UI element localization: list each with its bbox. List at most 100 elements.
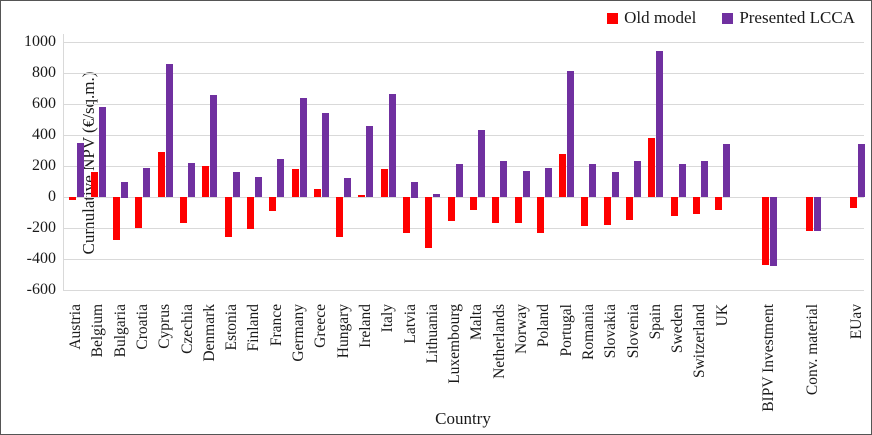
x-tick-label: Switzerland bbox=[691, 304, 708, 379]
x-tick-label: Austria bbox=[67, 304, 84, 350]
legend-label: Old model bbox=[624, 8, 697, 27]
y-tick-label: -400 bbox=[26, 250, 56, 267]
x-tick-label: Poland bbox=[535, 304, 552, 348]
x-tick-label: EUav bbox=[848, 304, 865, 340]
bar-old-model bbox=[380, 169, 388, 197]
plot-area bbox=[63, 34, 865, 291]
bar-old-model bbox=[68, 197, 76, 200]
gridline bbox=[64, 290, 864, 291]
bar-old-model bbox=[581, 197, 589, 226]
bar-presented-lcca bbox=[589, 164, 597, 197]
x-tick-label: UK bbox=[714, 304, 731, 327]
gridline bbox=[64, 197, 864, 198]
bar-old-model bbox=[692, 197, 700, 214]
bar-old-model bbox=[269, 197, 277, 211]
bar-presented-lcca bbox=[76, 143, 84, 197]
legend-item-old-model: Old model bbox=[607, 8, 696, 28]
x-tick-label: Slovenia bbox=[625, 304, 642, 359]
bar-presented-lcca bbox=[277, 159, 285, 197]
y-tick-label: 0 bbox=[48, 188, 56, 205]
y-tick-label: 1000 bbox=[24, 33, 56, 50]
bar-presented-lcca bbox=[121, 182, 129, 198]
bar-old-model bbox=[425, 197, 433, 248]
x-tick-label: Romania bbox=[580, 304, 597, 360]
legend-item-presented-lcca: Presented LCCA bbox=[722, 8, 855, 28]
bar-presented-lcca bbox=[500, 161, 508, 197]
bar-presented-lcca bbox=[165, 64, 173, 197]
x-tick-label: Norway bbox=[513, 304, 530, 354]
bar-old-model bbox=[670, 197, 678, 216]
bar-presented-lcca bbox=[210, 95, 218, 197]
gridline bbox=[64, 166, 864, 167]
bar-old-model bbox=[603, 197, 611, 225]
bar-old-model bbox=[715, 197, 723, 210]
bar-presented-lcca bbox=[522, 171, 530, 197]
legend-swatch-presented-lcca bbox=[722, 12, 734, 24]
bar-presented-lcca bbox=[634, 161, 641, 197]
bar-old-model bbox=[224, 197, 232, 237]
bar-presented-lcca bbox=[700, 161, 708, 197]
x-tick-label: Czechia bbox=[179, 304, 196, 354]
gridline bbox=[64, 228, 864, 229]
bar-presented-lcca bbox=[477, 130, 485, 197]
y-tick-label: 800 bbox=[32, 64, 56, 81]
x-tick-label: Cyprus bbox=[156, 304, 173, 349]
x-tick-label: Hungary bbox=[335, 304, 352, 359]
x-tick-label: Lithuania bbox=[424, 304, 441, 364]
bar-presented-lcca bbox=[366, 126, 374, 197]
bar-presented-lcca bbox=[254, 177, 262, 197]
gridline bbox=[64, 259, 864, 260]
legend: Old model Presented LCCA bbox=[607, 8, 855, 28]
bar-presented-lcca bbox=[567, 71, 575, 197]
bar-presented-lcca bbox=[143, 168, 151, 197]
bar-old-model bbox=[514, 197, 522, 223]
bar-old-model bbox=[358, 195, 366, 197]
x-tick-label: Croatia bbox=[134, 304, 151, 350]
x-tick-label: Estonia bbox=[223, 304, 240, 351]
bar-presented-lcca bbox=[656, 51, 664, 197]
bar-presented-lcca bbox=[321, 113, 329, 197]
y-tick-label: -600 bbox=[26, 281, 56, 298]
x-tick-label: Germany bbox=[290, 304, 307, 362]
x-tick-label: Greece bbox=[312, 304, 329, 348]
x-tick-label: Belgium bbox=[89, 304, 106, 358]
x-tick-label: Conv. material bbox=[804, 304, 821, 396]
x-tick-label: Latvia bbox=[402, 304, 419, 344]
bar-presented-lcca bbox=[188, 163, 195, 197]
x-tick-label: Luxembourg bbox=[446, 304, 463, 384]
bar-presented-lcca bbox=[769, 197, 777, 266]
bar-presented-lcca bbox=[857, 144, 865, 197]
bar-old-model bbox=[90, 172, 98, 197]
x-tick-label: Denmark bbox=[201, 304, 218, 362]
gridline bbox=[64, 42, 864, 43]
bar-presented-lcca bbox=[98, 107, 106, 197]
bar-old-model bbox=[403, 197, 410, 233]
x-tick-label: Slovakia bbox=[602, 304, 619, 359]
bar-presented-lcca bbox=[388, 94, 396, 197]
bar-presented-lcca bbox=[232, 172, 240, 197]
bar-old-model bbox=[202, 166, 210, 197]
bar-old-model bbox=[113, 197, 121, 240]
bar-old-model bbox=[135, 197, 143, 228]
x-axis-title: Country bbox=[435, 409, 491, 428]
bar-old-model bbox=[447, 197, 455, 221]
x-tick-label: Malta bbox=[468, 304, 485, 341]
bar-presented-lcca bbox=[723, 144, 731, 197]
gridline bbox=[64, 104, 864, 105]
bar-old-model bbox=[157, 152, 165, 197]
y-tick-label: -200 bbox=[26, 219, 56, 236]
bar-old-model bbox=[648, 138, 656, 197]
x-tick-label: Bulgaria bbox=[112, 304, 129, 358]
bar-old-model bbox=[761, 197, 769, 265]
bar-old-model bbox=[559, 154, 567, 197]
legend-label: Presented LCCA bbox=[739, 8, 855, 27]
bar-old-model bbox=[626, 197, 633, 220]
x-tick-label: Spain bbox=[647, 304, 664, 340]
bar-presented-lcca bbox=[411, 182, 418, 198]
x-tick-label: Finland bbox=[245, 304, 262, 352]
bar-old-model bbox=[291, 169, 299, 197]
bar-old-model bbox=[492, 197, 500, 223]
bar-old-model bbox=[336, 197, 344, 237]
y-tick-label: 200 bbox=[32, 157, 56, 174]
